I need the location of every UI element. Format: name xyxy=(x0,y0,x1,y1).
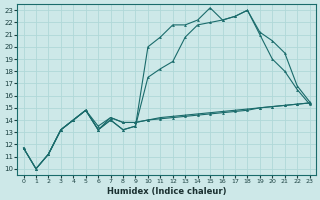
X-axis label: Humidex (Indice chaleur): Humidex (Indice chaleur) xyxy=(107,187,226,196)
